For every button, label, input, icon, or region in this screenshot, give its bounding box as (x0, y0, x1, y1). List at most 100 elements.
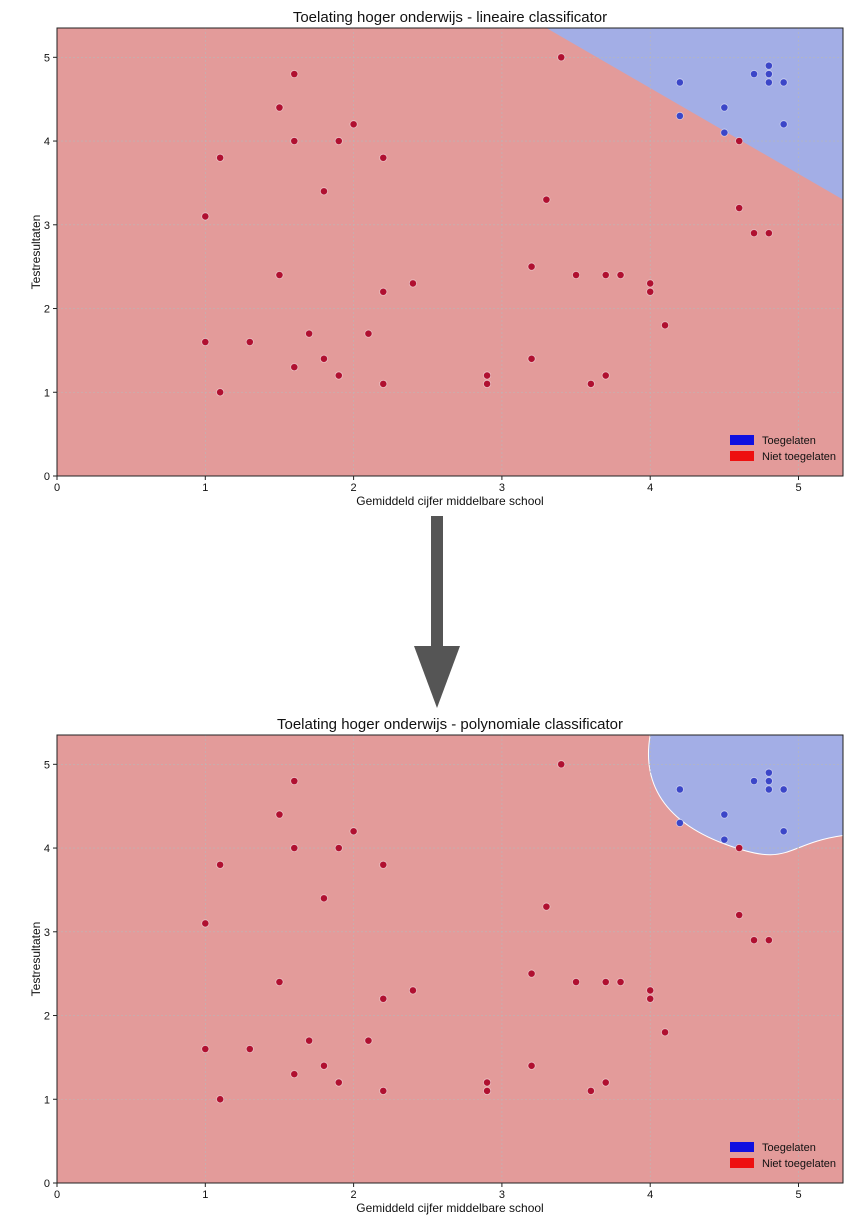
rejected-point (764, 936, 773, 945)
x-tick-label: 1 (202, 1189, 208, 1201)
y-tick-label: 5 (44, 52, 50, 64)
admitted-point (675, 78, 684, 87)
rejected-point (646, 994, 655, 1003)
x-tick-label: 5 (795, 1189, 801, 1201)
rejected-point (735, 137, 744, 146)
y-tick-label: 0 (44, 1178, 50, 1190)
rejected-point (646, 986, 655, 995)
rejected-point (290, 363, 299, 372)
rejected-point (319, 354, 328, 363)
rejected-point (557, 760, 566, 769)
rejected-point (408, 986, 417, 995)
admitted-point (720, 128, 729, 137)
y-tick-label: 3 (44, 220, 50, 232)
rejected-point (586, 379, 595, 388)
legend-swatch-admitted (730, 1142, 754, 1152)
admitted-point (720, 835, 729, 844)
rejected-point (364, 1036, 373, 1045)
y-tick-label: 3 (44, 927, 50, 939)
legend-label: Niet toegelaten (762, 1158, 836, 1170)
rejected-point (275, 810, 284, 819)
chart-title: Toelating hoger onderwijs - lineaire cla… (293, 9, 607, 26)
rejected-point (216, 388, 225, 397)
linear-classifier-chart: 0 1 2 3 4 5 0 1 2 3 4 5 Toelating hoger onderwijs - … (29, 9, 844, 508)
rejected-point (601, 271, 610, 280)
rejected-point (764, 229, 773, 238)
rejected-point (349, 827, 358, 836)
y-tick-label: 1 (44, 1094, 50, 1106)
rejected-point (542, 902, 551, 911)
arrow-shaft (431, 516, 443, 648)
rejected-point (319, 894, 328, 903)
rejected-point (601, 978, 610, 987)
rejected-point (334, 1078, 343, 1087)
admitted-point (779, 827, 788, 836)
plot-frame (56, 27, 844, 477)
down-arrow-icon (414, 516, 460, 708)
rejected-point (275, 271, 284, 280)
rejected-point (750, 936, 759, 945)
rejected-point (364, 329, 373, 338)
admitted-point (720, 810, 729, 819)
rejected-point (735, 844, 744, 853)
rejected-point (586, 1086, 595, 1095)
rejected-point (201, 212, 210, 221)
rejected-point (527, 262, 536, 271)
legend-label: Toegelaten (762, 435, 816, 447)
rejected-point (290, 844, 299, 853)
rejected-point (601, 371, 610, 380)
rejected-point (216, 1095, 225, 1104)
x-tick-label: 1 (202, 482, 208, 494)
rejected-point (201, 338, 210, 347)
admitted-point (675, 111, 684, 120)
admitted-point (675, 818, 684, 827)
rejected-point (483, 371, 492, 380)
rejected-point (290, 1070, 299, 1079)
x-tick-label: 2 (351, 1189, 357, 1201)
rejected-point (245, 1045, 254, 1054)
legend-label: Niet toegelaten (762, 451, 836, 463)
x-tick-label: 2 (351, 482, 357, 494)
arrow-head (414, 646, 460, 708)
admitted-point (750, 777, 759, 786)
rejected-point (483, 379, 492, 388)
plot-frame (56, 734, 844, 1184)
rejected-point (275, 103, 284, 112)
rejected-point (379, 379, 388, 388)
rejected-point (245, 338, 254, 347)
x-tick-label: 3 (499, 1189, 505, 1201)
y-axis-label: Testresultaten (29, 922, 43, 997)
rejected-point (379, 153, 388, 162)
rejected-point (305, 329, 314, 338)
rejected-point (601, 1078, 610, 1087)
y-tick-label: 2 (44, 304, 50, 316)
x-axis-label: Gemiddeld cijfer middelbare school (356, 494, 543, 508)
rejected-point (483, 1078, 492, 1087)
y-axis-label: Testresultaten (29, 215, 43, 290)
admitted-point (750, 70, 759, 79)
x-tick-label: 0 (54, 1189, 60, 1201)
admitted-point (720, 103, 729, 112)
x-tick-label: 4 (647, 1189, 653, 1201)
rejected-point (305, 1036, 314, 1045)
rejected-point (216, 153, 225, 162)
legend-swatch-rejected (730, 451, 754, 461)
x-axis-label: Gemiddeld cijfer middelbare school (356, 1201, 543, 1215)
rejected-point (290, 137, 299, 146)
rejected-point (201, 919, 210, 928)
x-tick-label: 3 (499, 482, 505, 494)
admitted-point (764, 768, 773, 777)
y-tick-label: 2 (44, 1011, 50, 1023)
x-tick-label: 4 (647, 482, 653, 494)
rejected-point (319, 187, 328, 196)
admitted-point (779, 78, 788, 87)
rejected-point (527, 1061, 536, 1070)
rejected-point (334, 844, 343, 853)
rejected-point (661, 1028, 670, 1037)
polynomial-classifier-chart: 0 1 2 3 4 5 0 1 2 3 4 5 Toelating hoger onderwijs - … (29, 716, 844, 1215)
rejected-point (290, 777, 299, 786)
y-tick-label: 4 (44, 843, 50, 855)
rejected-point (735, 911, 744, 920)
rejected-point (334, 371, 343, 380)
